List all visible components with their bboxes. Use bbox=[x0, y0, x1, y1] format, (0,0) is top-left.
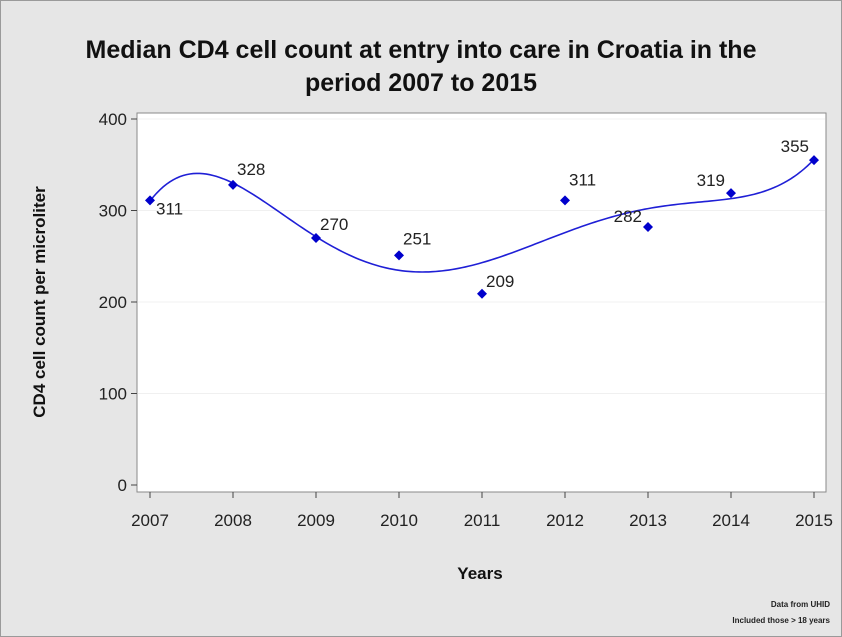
data-label-2013: 282 bbox=[614, 207, 642, 226]
data-label-2008: 328 bbox=[237, 160, 265, 179]
data-point-2009 bbox=[311, 232, 321, 243]
chart-title-line-2: period 2007 to 2015 bbox=[304, 69, 538, 97]
data-point-2015 bbox=[809, 155, 819, 166]
footnote: Data from UHID Included those > 18 years bbox=[732, 597, 830, 629]
footnote-source: Data from UHID bbox=[770, 600, 830, 609]
data-points bbox=[145, 155, 819, 299]
data-label-2015: 355 bbox=[781, 137, 809, 156]
x-tick-label: 2008 bbox=[214, 511, 252, 530]
data-label-2010: 251 bbox=[403, 229, 431, 248]
data-label-2014: 319 bbox=[697, 171, 725, 190]
data-labels: 311 328 270 251 209 311 282 319 355 bbox=[156, 137, 809, 291]
x-tick-label: 2013 bbox=[629, 511, 667, 530]
data-label-2012: 311 bbox=[569, 170, 596, 189]
x-tick-label: 2014 bbox=[712, 511, 750, 530]
x-tick-label: 2010 bbox=[380, 511, 418, 530]
data-label-2007: 311 bbox=[156, 199, 183, 218]
data-point-2008 bbox=[228, 179, 238, 190]
x-tick-label: 2011 bbox=[464, 511, 501, 530]
x-tick-label: 2009 bbox=[297, 511, 335, 530]
chart-title: Median CD4 cell count at entry into care… bbox=[0, 34, 842, 100]
data-point-2014 bbox=[726, 188, 736, 199]
y-tick-label: 400 bbox=[99, 110, 127, 129]
x-tick-label: 2012 bbox=[546, 511, 584, 530]
y-tick-label: 100 bbox=[99, 385, 127, 404]
y-tick-label: 200 bbox=[99, 293, 127, 312]
data-point-2010 bbox=[394, 250, 404, 261]
data-label-2011: 209 bbox=[486, 272, 514, 291]
x-axis-label: Years bbox=[457, 564, 503, 583]
trend-line bbox=[149, 158, 815, 273]
x-tick-label: 2007 bbox=[131, 511, 169, 530]
data-point-2013 bbox=[643, 221, 653, 232]
data-point-2011 bbox=[477, 288, 487, 299]
data-point-2012 bbox=[560, 195, 570, 206]
chart-title-line-1: Median CD4 cell count at entry into care… bbox=[85, 36, 757, 64]
data-point-2007 bbox=[145, 195, 155, 206]
data-label-2009: 270 bbox=[320, 215, 348, 234]
footnote-inclusion: Included those > 18 years bbox=[732, 616, 830, 625]
y-tick-label: 0 bbox=[118, 476, 127, 495]
axes: 0 100 200 300 400 2007 2008 2009 2010 2011 2012 201… bbox=[99, 110, 833, 530]
x-tick-label: 2015 bbox=[795, 511, 833, 530]
y-tick-label: 300 bbox=[99, 202, 127, 221]
grid-lines bbox=[138, 118, 825, 394]
